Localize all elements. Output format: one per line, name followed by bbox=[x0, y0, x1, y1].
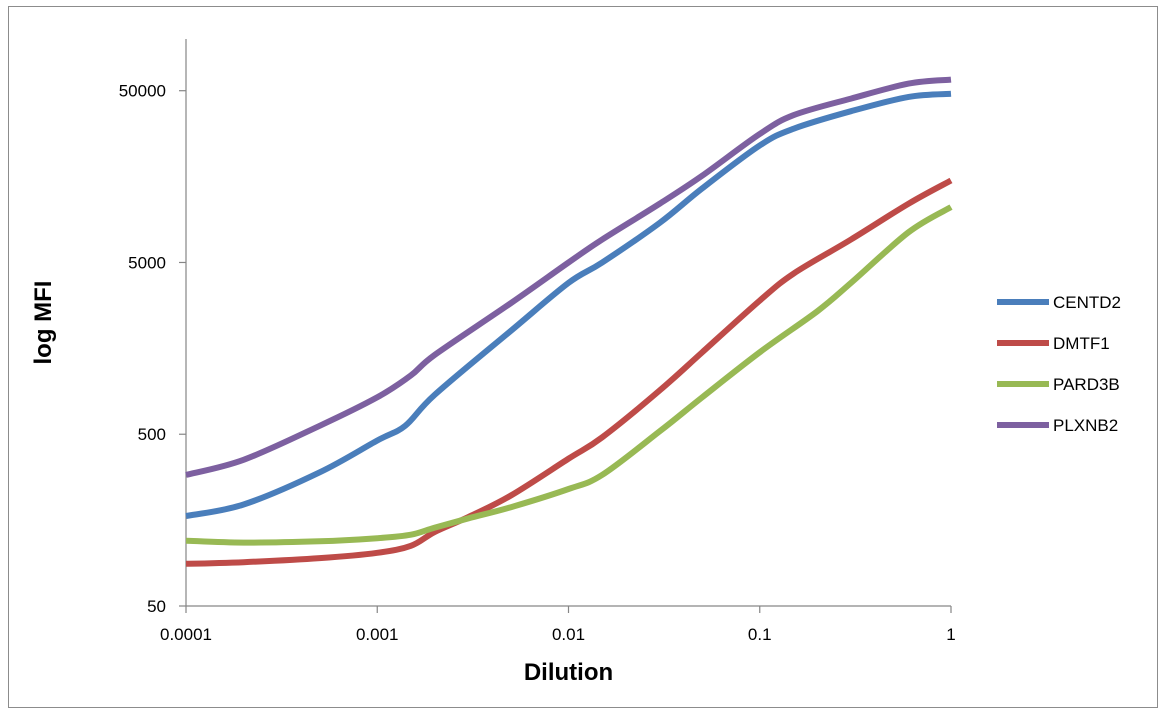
tick-labels: 50 500 5000 50000 0.0001 0.001 0.01 0.1 1 bbox=[119, 82, 956, 644]
tick-marks bbox=[179, 90, 952, 613]
series-line-pard3b bbox=[185, 204, 953, 546]
legend-label: DMTF1 bbox=[1053, 334, 1110, 353]
legend-label: PARD3B bbox=[1053, 375, 1120, 394]
y-axis-title: log MFI bbox=[30, 281, 57, 365]
x-tick-label: 0.0001 bbox=[160, 625, 212, 644]
series-line-plxnb2 bbox=[185, 76, 952, 478]
series-line-centd2 bbox=[185, 90, 952, 519]
y-tick-label: 5000 bbox=[128, 253, 166, 272]
series-lines bbox=[185, 76, 953, 567]
x-axis-title: Dilution bbox=[524, 659, 613, 686]
axes bbox=[185, 39, 951, 607]
line-chart: 50 500 5000 50000 0.0001 0.001 0.01 0.1 1 Diluti… bbox=[30, 39, 1121, 686]
x-tick-label: 0.1 bbox=[748, 625, 772, 644]
legend-label: PLXNB2 bbox=[1053, 416, 1118, 435]
series-line-dmtf1 bbox=[185, 177, 953, 567]
legend: CENTD2 DMTF1 PARD3B PLXNB2 bbox=[997, 293, 1121, 435]
y-tick-label: 500 bbox=[138, 425, 166, 444]
chart-frame: 50 500 5000 50000 0.0001 0.001 0.01 0.1 1 Diluti… bbox=[8, 6, 1158, 708]
x-tick-label: 0.001 bbox=[356, 625, 399, 644]
y-tick-label: 50000 bbox=[119, 82, 166, 101]
legend-label: CENTD2 bbox=[1053, 293, 1121, 312]
y-tick-label: 50 bbox=[147, 597, 166, 616]
x-tick-label: 1 bbox=[946, 625, 955, 644]
x-tick-label: 0.01 bbox=[552, 625, 585, 644]
